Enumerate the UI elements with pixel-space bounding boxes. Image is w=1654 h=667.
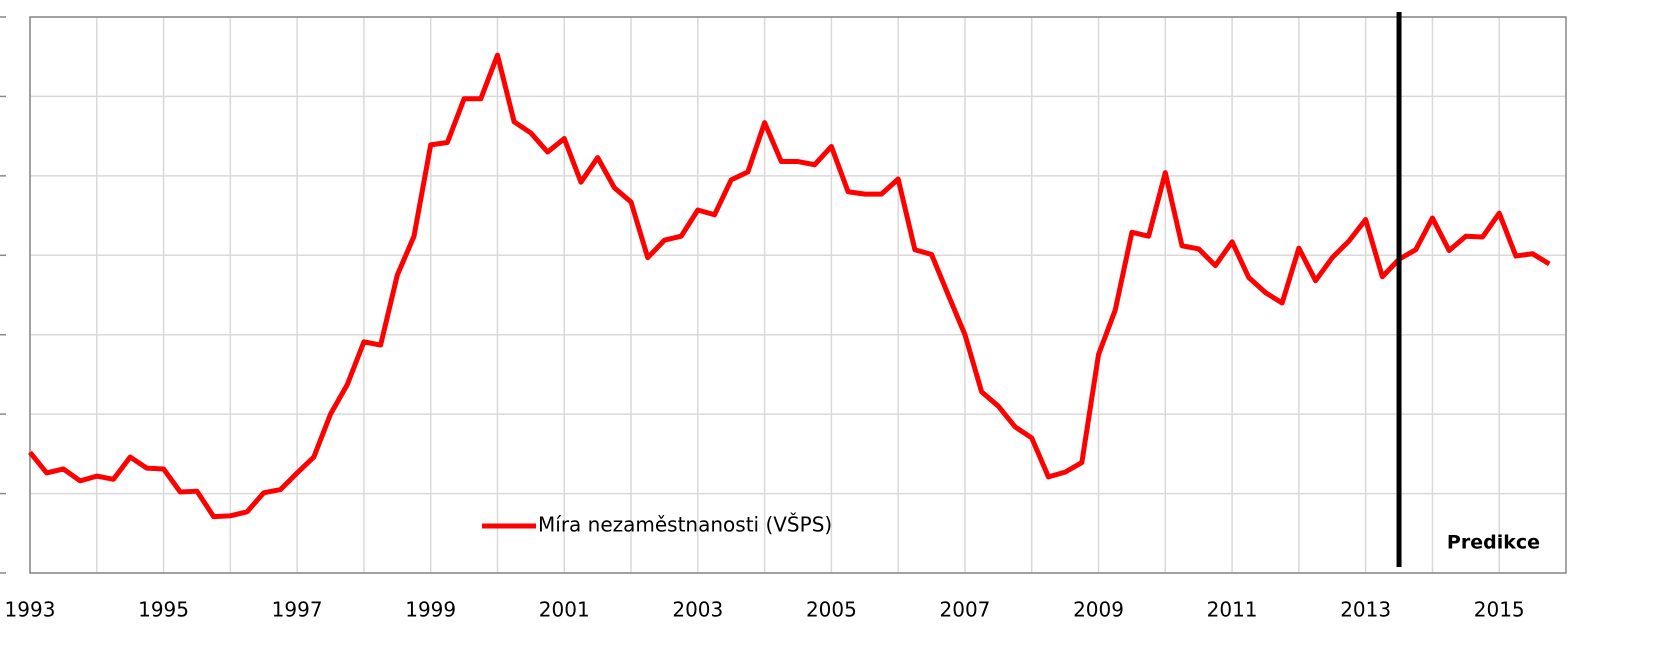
x-tick-label: 1997 (272, 598, 323, 622)
x-tick-label: 2007 (940, 598, 991, 622)
data-line (28, 52, 1551, 520)
x-tick-label: 2005 (806, 598, 857, 622)
x-tick-label: 2013 (1340, 598, 1391, 622)
annotation: Predikce (1447, 532, 1540, 554)
x-tick-label: 1993 (5, 598, 56, 622)
x-tick-label: 1995 (138, 598, 189, 622)
x-tick-label: 1999 (405, 598, 456, 622)
x-tick-label: 2003 (672, 598, 723, 622)
x-tick-label: 2001 (539, 598, 590, 622)
plot-border (29, 16, 1567, 574)
x-tick-label: 2015 (1474, 598, 1525, 622)
x-tick-label: 2011 (1207, 598, 1258, 622)
x-tick-label: 2009 (1073, 598, 1124, 622)
legend-label: Míra nezaměstnanosti (VŠPS) (538, 513, 832, 537)
